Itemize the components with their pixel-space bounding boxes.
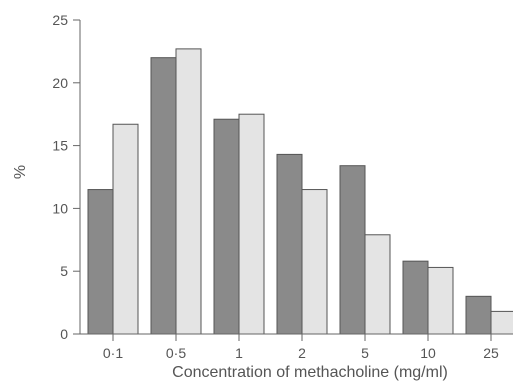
y-tick-label: 10 [52,200,68,216]
x-tick-label: 0·1 [103,345,123,361]
bar-series-2-5 [427,266,454,335]
bar-series-2-3 [301,189,328,335]
bar-series-2-1 [175,48,202,335]
x-tick-label: 2 [298,345,306,361]
x-axis: 0·1 0·5 1 2 5 10 25 [103,334,499,361]
bar-series-2-4 [364,234,391,335]
bar-series-2-6 [490,310,513,335]
x-tick-label: 10 [420,345,436,361]
bar-series-1-4 [339,165,366,335]
bar-series-1-5 [402,260,429,335]
x-tick-label: 1 [235,345,243,361]
bar-series-2-0 [112,123,139,335]
bar-series-1-3 [276,153,303,335]
x-axis-title: Concentration of methacholine (mg/ml) [172,364,448,381]
bar-series-1-2 [213,118,240,335]
y-tick-label: 15 [52,138,68,154]
bar-series-1-1 [150,57,177,335]
bar-series-1-0 [87,189,114,335]
y-axis: 0 5 10 15 20 25 [52,12,80,342]
x-tick-label: 5 [361,345,369,361]
x-tick-label: 0·5 [166,345,186,361]
y-tick-label: 25 [52,12,68,28]
bar-series-1-6 [465,295,492,335]
y-tick-label: 0 [60,326,68,342]
x-tick-label: 25 [483,345,499,361]
y-tick-label: 5 [60,263,68,279]
y-tick-label: 20 [52,75,68,91]
y-axis-title: % [12,165,29,179]
bar-series-2-2 [238,113,265,335]
bars [87,48,513,335]
